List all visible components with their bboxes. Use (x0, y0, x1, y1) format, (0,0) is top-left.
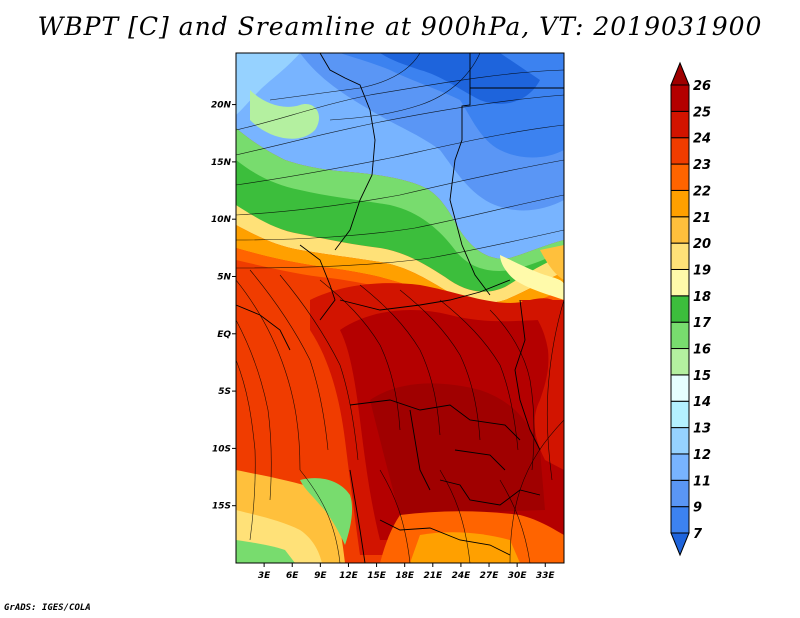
longitude-axis: 3E 6E 9E 12E 15E 18E 21E 24E 27E 30E 33E (258, 563, 556, 581)
colorbar: 7 9 11 12 13 14 15 16 17 18 19 20 21 22 23 24 25 26 (670, 61, 712, 557)
lat-tick-label: 15N (211, 158, 232, 168)
lat-tick-label: 15S (212, 502, 231, 512)
colorbar-segment (670, 321, 690, 350)
colorbar-label: 13 (693, 422, 711, 437)
wbpt-field (236, 53, 564, 563)
lon-tick-label: 18E (395, 571, 415, 581)
colorbar-segment (670, 506, 690, 534)
colorbar-segment (670, 295, 690, 323)
lon-tick-label: 12E (339, 571, 359, 581)
lon-tick-label: 15E (367, 571, 387, 581)
colorbar-label: 11 (693, 474, 711, 489)
lon-tick-label: 27E (480, 571, 500, 581)
lon-tick-label: 24E (452, 571, 472, 581)
colorbar-segment (670, 400, 690, 429)
colorbar-segment (670, 479, 690, 508)
chart-title: WBPT [C] and Sreamline at 900hPa, VT: 20… (37, 12, 763, 41)
colorbar-segment (670, 242, 690, 270)
colorbar-segment (670, 110, 690, 139)
lat-tick-label: 5N (217, 272, 231, 282)
colorbar-segment (670, 84, 690, 112)
colorbar-segment (670, 453, 690, 481)
lon-tick-label: 3E (258, 571, 271, 581)
lon-tick-label: 33E (536, 571, 556, 581)
colorbar-segment (670, 427, 690, 455)
colorbar-label: 14 (693, 395, 711, 410)
lat-tick-label: 10S (212, 444, 231, 454)
colorbar-segment (670, 163, 690, 191)
colorbar-label: 25 (693, 105, 711, 120)
colorbar-upper-arrow (670, 61, 690, 86)
colorbar-label: 17 (693, 316, 712, 331)
latitude-axis: 20N 15N 10N 5N EQ 5S 10S 15S (211, 101, 236, 512)
map-frame (235, 52, 565, 564)
colorbar-segment (670, 137, 690, 165)
lon-tick-label: 9E (314, 571, 327, 581)
lat-tick-label: EQ (217, 330, 231, 340)
lat-tick-label: 5S (218, 387, 231, 397)
colorbar-segment (670, 216, 690, 244)
lat-tick-label: 20N (211, 101, 232, 111)
colorbar-label: 19 (693, 263, 711, 278)
colorbar-segment (670, 189, 690, 218)
colorbar-label: 20 (693, 237, 711, 252)
colorbar-segment (670, 348, 690, 376)
colorbar-label: 21 (693, 211, 711, 226)
colorbar-label: 7 (693, 527, 703, 542)
colorbar-label: 15 (693, 369, 711, 384)
lon-tick-label: 30E (508, 571, 528, 581)
colorbar-label: 18 (693, 290, 711, 305)
colorbar-segment (670, 268, 690, 297)
lon-tick-label: 21E (423, 571, 443, 581)
colorbar-lower-arrow (670, 532, 690, 557)
colorbar-label: 24 (693, 132, 711, 147)
grads-credit: GrADS: IGES/COLA (4, 603, 91, 613)
colorbar-label: 9 (693, 501, 702, 516)
colorbar-label: 22 (693, 184, 711, 199)
lon-tick-label: 6E (286, 571, 299, 581)
lat-tick-label: 10N (211, 215, 232, 225)
colorbar-label: 23 (693, 158, 711, 173)
colorbar-label: 26 (693, 79, 711, 94)
colorbar-label: 12 (693, 448, 711, 463)
colorbar-label: 16 (693, 343, 711, 358)
colorbar-segment (670, 374, 690, 402)
